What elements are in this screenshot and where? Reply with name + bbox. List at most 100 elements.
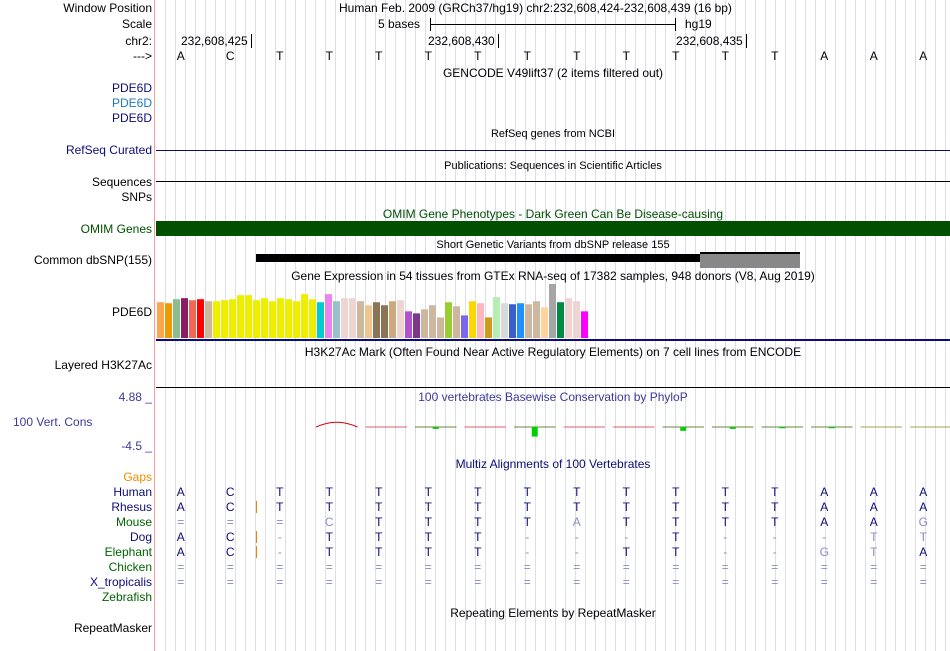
gtex-tissue-bar[interactable] [221,300,228,338]
gene-track-reverse-strand[interactable] [156,114,950,123]
position-text[interactable]: Human Feb. 2009 (GRCh37/hg19) chr2:232,6… [339,1,732,15]
species-label[interactable]: Rhesus [111,500,152,514]
alignment-base: T [424,545,432,559]
phylop-plot[interactable] [156,405,950,445]
species-label[interactable]: Elephant [104,545,152,559]
insertion-marker[interactable] [256,501,257,513]
gtex-tissue-bar[interactable] [205,301,212,338]
gene-track-reverse-strand[interactable] [156,99,950,108]
gtex-tissue-bar[interactable] [421,309,428,338]
insertion-marker[interactable] [256,531,257,543]
gene-track-reverse-strand[interactable] [156,84,950,93]
species-label[interactable]: Zebrafish [101,590,152,604]
gtex-tissue-bar[interactable] [317,302,324,338]
gtex-tissue-bar[interactable] [213,301,220,338]
gtex-tissue-bar[interactable] [181,298,188,338]
gencode-title[interactable]: GENCODE V49lift37 (2 items filtered out) [442,66,664,80]
insertion-marker[interactable] [256,546,257,558]
gtex-tissue-bar[interactable] [157,302,164,338]
gtex-tissue-bar[interactable] [413,313,420,338]
gtex-tissue-bar[interactable] [437,317,444,338]
gtex-title[interactable]: Gene Expression in 54 tissues from GTEx … [291,269,815,283]
h3k27ac-title[interactable]: H3K27Ac Mark (Often Found Near Active Re… [304,345,802,359]
dbsnp-variant-bar[interactable] [256,254,800,262]
gtex-label[interactable]: PDE6D [111,305,152,319]
gene-label[interactable]: PDE6D [111,96,152,110]
gtex-tissue-bar[interactable] [245,295,252,338]
gtex-tissue-bar[interactable] [269,301,276,338]
gtex-tissue-bar[interactable] [405,311,412,338]
gtex-tissue-bar[interactable] [357,301,364,338]
gtex-tissue-bar[interactable] [477,303,484,338]
repeatmasker-title[interactable]: Repeating Elements by RepeatMasker [450,606,656,620]
multiz-title[interactable]: Multiz Alignments of 100 Vertebrates [455,457,651,471]
repeatmasker-label[interactable]: RepeatMasker [73,621,152,635]
gtex-tissue-bar[interactable] [341,298,348,338]
gtex-tissue-bar[interactable] [165,303,172,338]
species-label[interactable]: Human [113,485,152,499]
gtex-tissue-bar[interactable] [389,301,396,338]
gtex-tissue-bar[interactable] [301,294,308,338]
gtex-tissue-bar[interactable] [525,304,532,338]
gtex-tissue-bar[interactable] [253,300,260,338]
gtex-tissue-bar[interactable] [277,298,284,338]
gtex-tissue-bar[interactable] [373,302,380,338]
publications-title[interactable]: Publications: Sequences in Scientific Ar… [444,160,662,172]
gtex-tissue-bar[interactable] [565,298,572,338]
species-label[interactable]: X_tropicalis [89,575,152,589]
gtex-tissue-bar[interactable] [581,311,588,338]
dbsnp-title[interactable]: Short Genetic Variants from dbSNP releas… [436,239,670,251]
gtex-tissue-bar[interactable] [229,299,236,338]
gene-label[interactable]: PDE6D [111,81,152,95]
gtex-tissue-bar[interactable] [261,298,268,338]
gtex-tissue-bar[interactable] [509,304,516,338]
gtex-tissue-bar[interactable] [237,295,244,338]
gtex-tissue-bar[interactable] [557,302,564,338]
gtex-tissue-bar[interactable] [293,301,300,338]
gtex-tissue-bar[interactable] [469,301,476,338]
phylop-label[interactable]: 100 Vert. Cons [13,415,93,429]
gtex-tissue-bar[interactable] [573,301,580,338]
gtex-tissue-bar[interactable] [309,299,316,338]
phylop-title[interactable]: 100 vertebrates Basewise Conservation by… [418,390,688,404]
omim-title[interactable]: OMIM Gene Phenotypes - Dark Green Can Be… [382,207,724,221]
refseq-title[interactable]: RefSeq genes from NCBI [490,128,616,140]
dbsnp-label[interactable]: Common dbSNP(155) [33,253,152,267]
gtex-tissue-bar[interactable] [365,305,372,338]
gtex-tissue-bar[interactable] [493,297,500,338]
gtex-tissue-bar[interactable] [397,300,404,338]
gtex-tissue-bar[interactable] [189,300,196,338]
gtex-tissue-bar[interactable] [453,306,460,338]
refseq-label[interactable]: RefSeq Curated [65,143,152,157]
gtex-tissue-bar[interactable] [333,301,340,338]
gtex-tissue-bar[interactable] [461,315,468,338]
omim-gene-bar[interactable] [156,221,950,236]
gtex-tissue-bar[interactable] [349,298,356,338]
gtex-tissue-bar[interactable] [429,305,436,338]
gtex-tissue-bar[interactable] [445,302,452,338]
gtex-tissue-bar[interactable] [285,299,292,338]
gtex-tissue-bar[interactable] [517,303,524,338]
gtex-tissue-bar[interactable] [381,305,388,338]
gtex-tissue-bar[interactable] [197,299,204,338]
dbsnp-variant-grey[interactable] [700,252,800,268]
omim-label[interactable]: OMIM Genes [80,222,152,236]
gtex-tissue-bar[interactable] [549,284,556,338]
alignment-base: T [325,530,333,544]
gtex-bar-chart[interactable] [156,280,950,342]
gtex-tissue-bar[interactable] [541,307,548,338]
gene-label[interactable]: PDE6D [111,111,152,125]
snps-label[interactable]: SNPs [121,190,152,204]
gtex-tissue-bar[interactable] [485,317,492,338]
gtex-tissue-bar[interactable] [325,294,332,338]
gtex-tissue-bar[interactable] [533,301,540,338]
gtex-tissue-bar[interactable] [173,299,180,338]
publications-label[interactable]: Sequences [91,175,152,189]
species-label[interactable]: Chicken [108,560,152,574]
h3k27ac-label[interactable]: Layered H3K27Ac [54,358,152,372]
species-label[interactable]: Dog [129,530,152,544]
gtex-tissue-bar[interactable] [501,303,508,338]
refseq-gene-line[interactable] [156,150,950,151]
species-label[interactable]: Mouse [115,515,152,529]
